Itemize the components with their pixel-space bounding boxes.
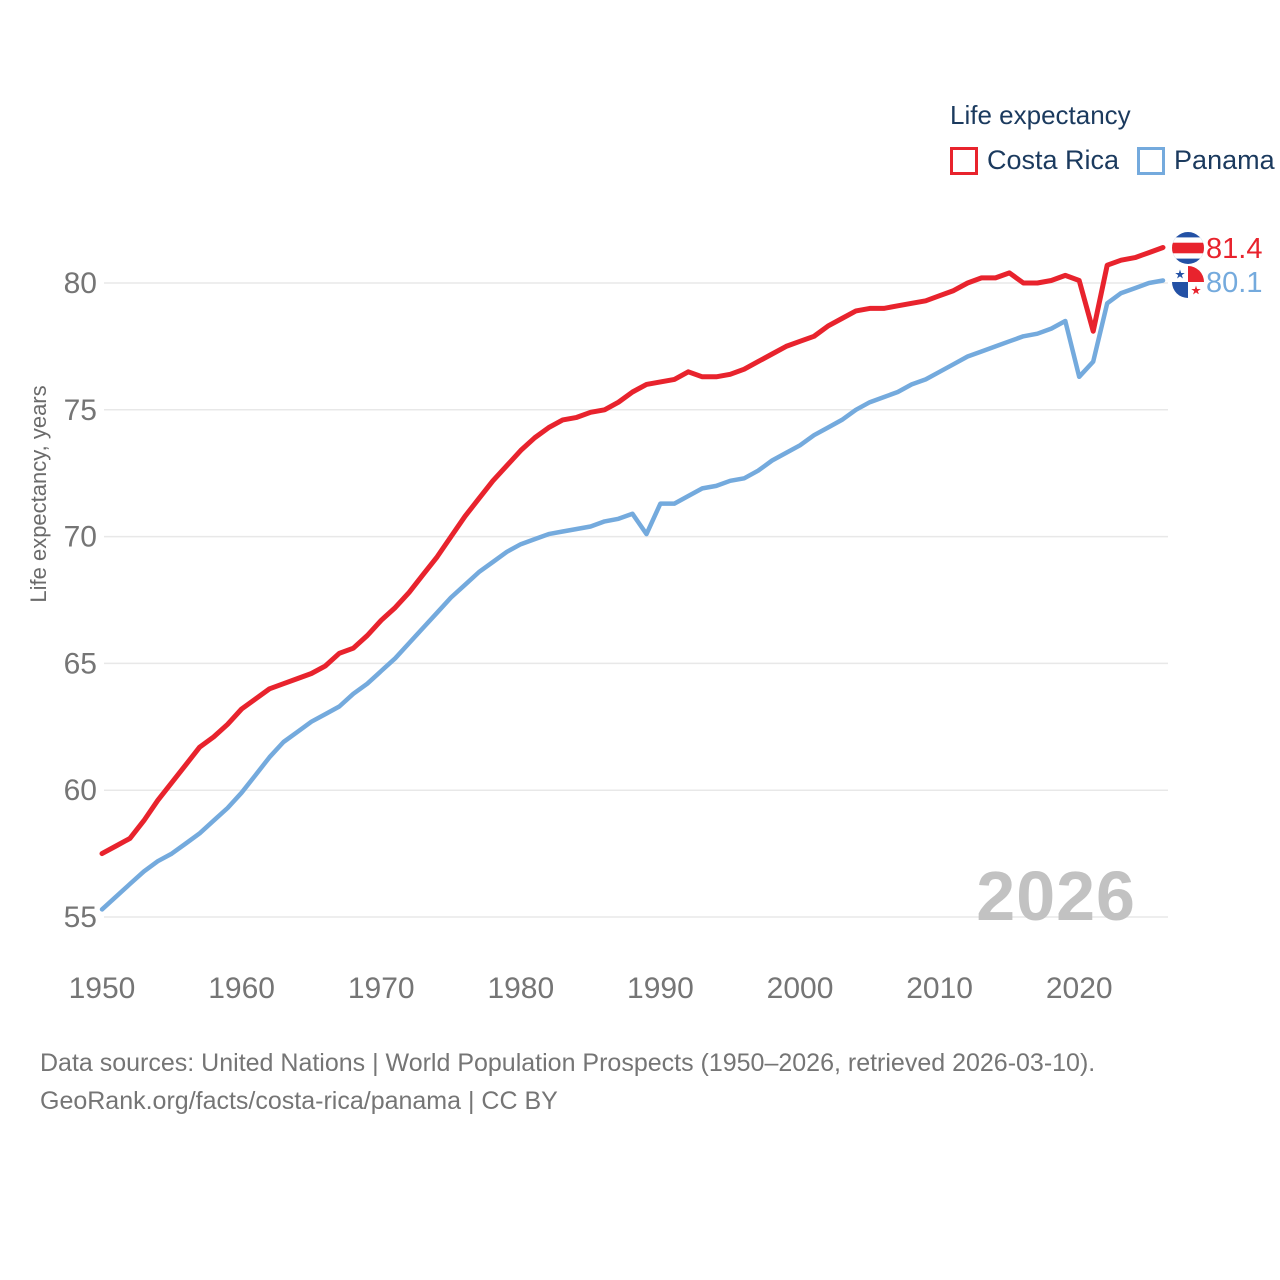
x-tick-label: 2020 bbox=[1046, 972, 1113, 1005]
y-axis-title: Life expectancy, years bbox=[26, 385, 51, 602]
costa-rica-flag-icon bbox=[1172, 232, 1204, 264]
year-watermark: 2026 bbox=[976, 857, 1136, 935]
panama-flag-icon bbox=[1172, 266, 1204, 298]
y-tick-label: 70 bbox=[64, 521, 97, 554]
end-labels: 81.4 80.1 bbox=[1172, 232, 1262, 299]
source-line-1: Data sources: United Nations | World Pop… bbox=[40, 1049, 1096, 1077]
legend-item-label: Costa Rica bbox=[987, 145, 1120, 175]
legend-items: Costa Rica Panama bbox=[950, 145, 1275, 176]
panama-end-value: 80.1 bbox=[1206, 267, 1262, 299]
y-tick-label: 60 bbox=[64, 774, 97, 807]
source-line-2: GeoRank.org/facts/costa-rica/panama | CC… bbox=[40, 1087, 558, 1115]
x-tick-label: 1960 bbox=[208, 972, 275, 1005]
y-tick-label: 55 bbox=[64, 901, 97, 934]
legend-item-label: Panama bbox=[1174, 145, 1275, 175]
x-tick-label: 2010 bbox=[906, 972, 973, 1005]
legend-title: Life expectancy bbox=[950, 100, 1131, 130]
legend: Life expectancy Costa Rica Panama bbox=[950, 100, 1275, 176]
y-tick-labels: 55 60 65 70 75 80 bbox=[64, 267, 97, 934]
series-lines bbox=[99, 245, 1166, 912]
source-attribution: Data sources: United Nations | World Pop… bbox=[40, 1044, 1095, 1120]
series-line-costa-rica[interactable] bbox=[99, 245, 1166, 857]
x-tick-labels: 1950 1960 1970 1980 1990 2000 2010 2020 bbox=[69, 972, 1113, 1005]
costa-rica-swatch-icon bbox=[950, 146, 978, 175]
x-tick-label: 1970 bbox=[348, 972, 415, 1005]
series-line-panama[interactable] bbox=[99, 278, 1166, 912]
legend-item-panama[interactable]: Panama bbox=[1137, 145, 1275, 176]
y-tick-label: 75 bbox=[64, 394, 97, 427]
panama-red-star bbox=[1191, 285, 1201, 295]
x-tick-label: 1990 bbox=[627, 972, 694, 1005]
y-tick-label: 80 bbox=[64, 267, 97, 300]
panama-swatch-icon bbox=[1137, 146, 1166, 175]
panama-blue-star bbox=[1175, 269, 1185, 279]
x-tick-label: 2000 bbox=[767, 972, 834, 1005]
legend-item-costa-rica[interactable]: Costa Rica bbox=[950, 145, 1119, 176]
costa-rica-end-value: 81.4 bbox=[1206, 233, 1262, 265]
x-tick-label: 1980 bbox=[487, 972, 554, 1005]
gridlines bbox=[104, 282, 1168, 918]
y-tick-label: 65 bbox=[64, 647, 97, 680]
x-tick-label: 1950 bbox=[69, 972, 136, 1005]
